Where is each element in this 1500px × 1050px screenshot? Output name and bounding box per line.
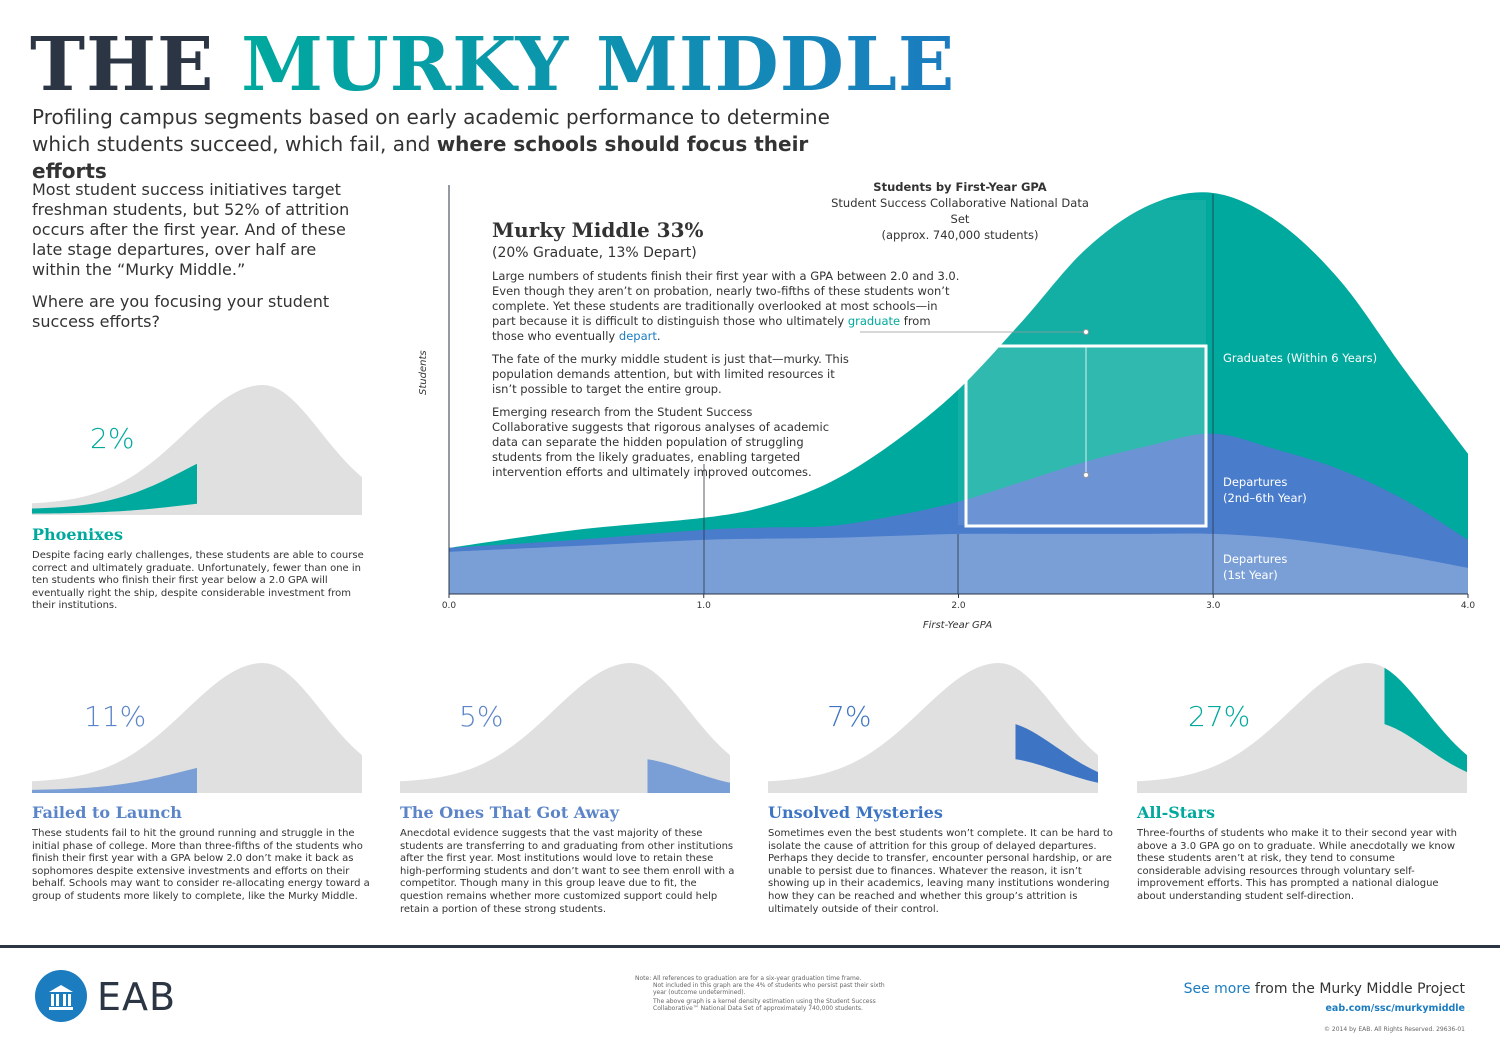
eab-logo-icon xyxy=(35,970,87,1022)
all-stars-heading: All-Stars xyxy=(1137,803,1215,822)
x-tick-label: 1.0 xyxy=(697,601,712,611)
callout-dot-graduate xyxy=(1083,329,1089,335)
x-tick-label: 0.0 xyxy=(442,601,457,611)
p1-text-2: from those who eventually xyxy=(492,314,931,343)
got-away-highlight xyxy=(647,759,730,793)
murky-paragraph-2: The fate of the murky middle student is … xyxy=(492,352,849,396)
see-more-line: See more from the Murky Middle Project xyxy=(1184,981,1465,997)
phoenixes-highlight xyxy=(32,463,197,514)
all-stars-percent: 27% xyxy=(1188,700,1251,733)
murky-middle-title: Murky Middle 33% xyxy=(492,218,704,242)
failed-heading: Failed to Launch xyxy=(32,803,182,822)
subtitle-emphasis: where schools should focus their efforts xyxy=(32,132,809,183)
y-axis-label: Students xyxy=(418,350,429,395)
see-more-text: from the Murky Middle Project xyxy=(1250,981,1465,997)
callout-line-depart xyxy=(624,336,1087,475)
chart-subtitle-count: (approx. 740,000 students) xyxy=(881,228,1039,242)
legend-departures-later: Departures (2nd–6th Year) xyxy=(1223,475,1307,505)
footnotes: Note: All references to graduation are f… xyxy=(635,975,885,1012)
all-stars-text: Three-fourths of students who make it to… xyxy=(1137,828,1457,902)
phoenixes-bell xyxy=(32,385,362,515)
note-1: All references to graduation are for a s… xyxy=(653,975,862,982)
note-label: Note: xyxy=(635,975,652,982)
phoenixes-heading: Phoenixes xyxy=(32,525,123,544)
intro-question: Where are you focusing your student succ… xyxy=(32,292,330,331)
eab-logo-text: EAB xyxy=(97,975,177,1019)
got-away-heading: The Ones That Got Away xyxy=(400,803,619,822)
footer-divider xyxy=(0,945,1500,948)
phoenixes-text: Despite facing early challenges, these s… xyxy=(32,550,364,612)
legend-departures-first: Departures (1st Year) xyxy=(1223,552,1288,582)
mysteries-percent: 7% xyxy=(827,700,872,733)
depart-word: depart xyxy=(618,329,657,343)
see-more-link[interactable]: See more xyxy=(1183,981,1251,997)
legend-graduates: Graduates (Within 6 Years) xyxy=(1223,351,1378,365)
p1-end: . xyxy=(656,329,661,343)
murky-middle-texture xyxy=(958,200,1206,525)
murky-paragraph-1: Large numbers of students finish their f… xyxy=(492,269,962,344)
subtitle: Profiling campus segments based on early… xyxy=(32,104,882,185)
mysteries-bell xyxy=(768,663,1098,793)
failed-to-launch-highlight xyxy=(32,767,197,793)
title-murky-middle: MURKY MIDDLE xyxy=(241,22,956,108)
x-axis-label: First-Year GPA xyxy=(922,620,993,631)
got-away-percent: 5% xyxy=(459,700,504,733)
project-url-link[interactable]: eab.com/ssc/murkymiddle xyxy=(1325,1003,1465,1014)
subtitle-text: Profiling campus segments based on early… xyxy=(32,105,830,156)
mysteries-text: Sometimes even the best students won’t c… xyxy=(768,828,1113,915)
chart-title-block: Students by First-Year GPA Student Succe… xyxy=(820,179,1100,243)
murky-middle-subtitle: (20% Graduate, 13% Depart) xyxy=(492,245,697,261)
all-stars-highlight xyxy=(1384,667,1467,773)
mysteries-heading: Unsolved Mysteries xyxy=(768,803,943,822)
title-the: THE xyxy=(30,22,215,108)
intro-paragraph: Most student success initiatives target … xyxy=(32,180,350,279)
note-2: Not included in this graph are the 4% of… xyxy=(653,982,885,996)
failed-text: These students fail to hit the ground ru… xyxy=(32,828,370,902)
failed-percent: 11% xyxy=(84,700,147,733)
p1-text: Large numbers of students finish their f… xyxy=(492,269,960,328)
failed-to-launch-bell xyxy=(32,663,362,793)
callout-dot-depart xyxy=(1083,472,1089,478)
got-away-text: Anecdotal evidence suggests that the vas… xyxy=(400,828,735,915)
note-3: The above graph is a kernel density esti… xyxy=(653,998,876,1012)
page-title: THE MURKY MIDDLE xyxy=(30,22,955,108)
phoenixes-percent: 2% xyxy=(90,422,135,455)
graduate-word: graduate xyxy=(847,314,901,328)
mysteries-highlight xyxy=(1015,724,1098,783)
chart-subtitle: Student Success Collaborative National D… xyxy=(831,196,1089,226)
chart-title: Students by First-Year GPA xyxy=(873,180,1047,194)
x-tick-label: 3.0 xyxy=(1206,601,1221,611)
x-tick-label: 2.0 xyxy=(951,601,966,611)
copyright: © 2014 by EAB. All Rights Reserved. 2963… xyxy=(1324,1026,1465,1033)
murky-paragraph-3: Emerging research from the Student Succe… xyxy=(492,405,830,479)
x-tick-label: 4.0 xyxy=(1461,601,1476,611)
